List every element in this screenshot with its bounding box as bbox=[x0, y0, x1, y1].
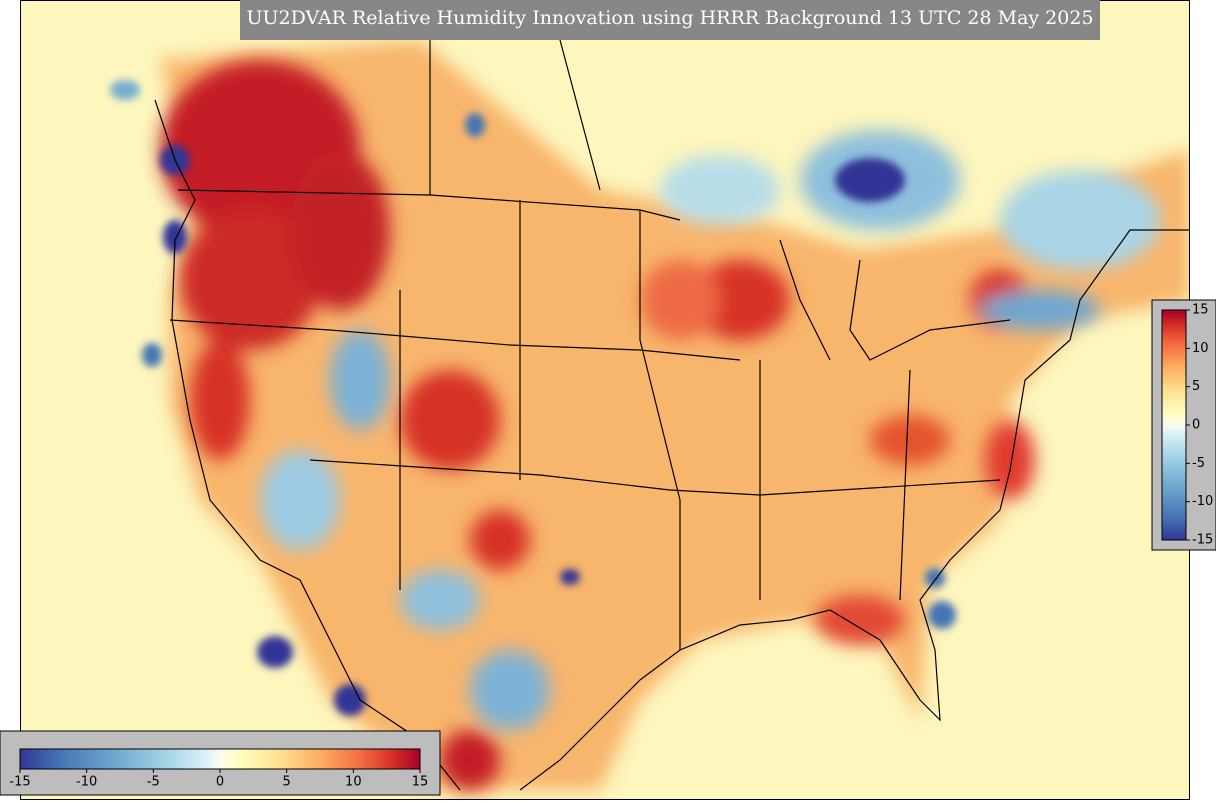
colorbar-right bbox=[1161, 309, 1187, 541]
tick-label: 10 bbox=[1192, 341, 1209, 356]
tick-label: -15 bbox=[1192, 533, 1213, 548]
tick-label: 5 bbox=[1192, 379, 1200, 394]
tick-label: -10 bbox=[76, 775, 97, 790]
tick-label: -5 bbox=[147, 775, 160, 790]
tick-label: 5 bbox=[283, 775, 291, 790]
tick-label: -10 bbox=[1192, 494, 1213, 509]
tick-label: 10 bbox=[345, 775, 362, 790]
map-title: UU2DVAR Relative Humidity Innovation usi… bbox=[246, 7, 1093, 29]
colorbar-bottom bbox=[19, 748, 421, 770]
map-field bbox=[20, 0, 1190, 800]
tick-label: 0 bbox=[1192, 418, 1200, 433]
tick-label: -15 bbox=[9, 775, 30, 790]
boundaries bbox=[154, 39, 1190, 791]
tick-label: 0 bbox=[216, 775, 224, 790]
tick-label: -5 bbox=[1192, 456, 1205, 471]
tick-label: 15 bbox=[1192, 303, 1209, 318]
title-box bbox=[240, 0, 1100, 40]
tick-label: 15 bbox=[412, 775, 429, 790]
